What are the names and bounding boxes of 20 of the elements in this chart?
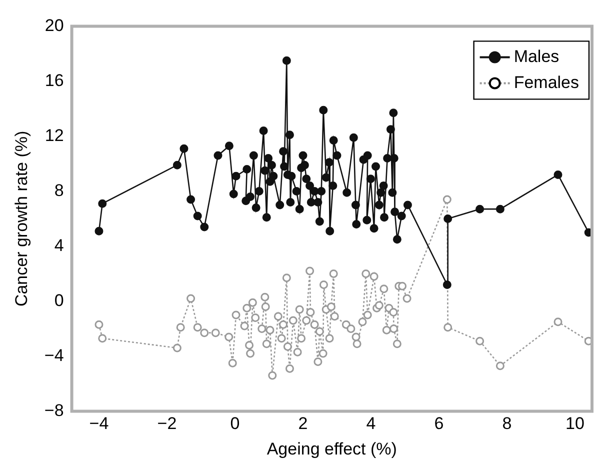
- y-tick-label: 0: [54, 290, 64, 310]
- y-tick-label: 4: [54, 236, 64, 255]
- x-tick-label: 8: [502, 414, 512, 434]
- y-tick-label: 20: [44, 16, 64, 35]
- y-axis-title: Cancer growth rate (%): [12, 130, 31, 307]
- x-tick-label: 4: [366, 414, 376, 434]
- x-tick-label: −4: [89, 414, 109, 434]
- y-tick-label: 8: [54, 180, 64, 200]
- x-tick-label: 6: [434, 414, 444, 434]
- y-tick-label: −4: [44, 346, 64, 365]
- x-tick-label: 2: [298, 414, 308, 434]
- x-tick-label: 0: [230, 414, 240, 434]
- x-tick-label: −2: [157, 414, 177, 434]
- y-tick-label: −8: [44, 400, 64, 420]
- x-axis-title: Ageing effect (%): [266, 439, 397, 458]
- legend-label: Males: [514, 46, 560, 66]
- y-tick-label: 16: [44, 70, 64, 90]
- y-tick-label: 12: [44, 126, 64, 145]
- legend-label: Females: [514, 72, 579, 92]
- x-tick-label: 10: [566, 414, 584, 434]
